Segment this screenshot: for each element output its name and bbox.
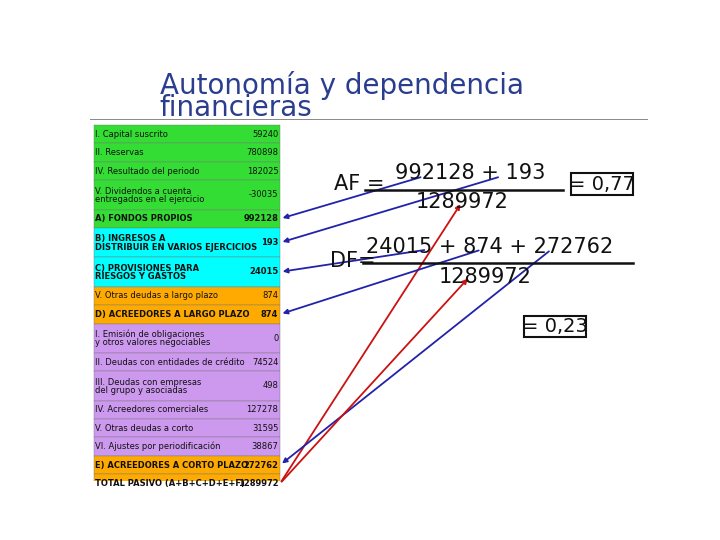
FancyBboxPatch shape xyxy=(94,228,280,257)
Text: I. Capital suscrito: I. Capital suscrito xyxy=(96,130,168,139)
Text: VI. Ajustes por periodificación: VI. Ajustes por periodificación xyxy=(96,442,221,451)
Text: 0: 0 xyxy=(273,334,279,343)
Text: 1289972: 1289972 xyxy=(238,479,279,488)
Text: 992128: 992128 xyxy=(243,214,279,224)
FancyBboxPatch shape xyxy=(570,173,632,195)
FancyBboxPatch shape xyxy=(94,372,280,401)
Text: 38867: 38867 xyxy=(251,442,279,451)
FancyBboxPatch shape xyxy=(94,456,280,475)
FancyBboxPatch shape xyxy=(94,305,280,323)
Text: 874: 874 xyxy=(261,310,279,319)
Text: 992128 + 193: 992128 + 193 xyxy=(395,164,545,184)
Text: IV. Resultado del periodo: IV. Resultado del periodo xyxy=(96,166,200,176)
Text: C) PROVISIONES PARA: C) PROVISIONES PARA xyxy=(96,264,199,273)
FancyBboxPatch shape xyxy=(127,387,141,434)
FancyBboxPatch shape xyxy=(94,323,280,353)
Text: 1289972: 1289972 xyxy=(438,267,531,287)
FancyBboxPatch shape xyxy=(94,143,280,162)
Text: II. Reservas: II. Reservas xyxy=(96,148,144,157)
FancyBboxPatch shape xyxy=(101,412,127,438)
Text: DF=: DF= xyxy=(330,251,376,271)
Text: I. Emisión de obligaciones: I. Emisión de obligaciones xyxy=(96,329,205,339)
FancyBboxPatch shape xyxy=(94,475,280,493)
Text: 31595: 31595 xyxy=(252,424,279,433)
Text: TOTAL PASIVO (A+B+C+D+E+F): TOTAL PASIVO (A+B+C+D+E+F) xyxy=(96,479,246,488)
FancyBboxPatch shape xyxy=(94,125,280,143)
Text: 24015 + 874 + 272762: 24015 + 874 + 272762 xyxy=(366,237,613,256)
Text: 59240: 59240 xyxy=(252,130,279,139)
Text: Autonomía y dependencia: Autonomía y dependencia xyxy=(160,71,523,100)
Text: 182025: 182025 xyxy=(247,166,279,176)
FancyBboxPatch shape xyxy=(94,419,280,437)
Text: financieras: financieras xyxy=(160,94,312,122)
Text: V. Dividendos a cuenta: V. Dividendos a cuenta xyxy=(96,187,192,195)
Text: y otros valores negociables: y otros valores negociables xyxy=(96,338,211,347)
Text: D) ACREEDORES A LARGO PLAZO: D) ACREEDORES A LARGO PLAZO xyxy=(96,310,250,319)
Text: entregados en el ejercicio: entregados en el ejercicio xyxy=(96,195,204,204)
Text: 127278: 127278 xyxy=(246,405,279,414)
Text: 272762: 272762 xyxy=(243,461,279,470)
Text: = 0,23: = 0,23 xyxy=(522,317,588,336)
Text: 24015: 24015 xyxy=(249,267,279,276)
Text: E) ACREEDORES A CORTO PLAZO: E) ACREEDORES A CORTO PLAZO xyxy=(96,461,248,470)
Text: B) INGRESOS A: B) INGRESOS A xyxy=(96,234,166,244)
Text: RIESGOS Y GASTOS: RIESGOS Y GASTOS xyxy=(96,272,186,281)
Text: 498: 498 xyxy=(263,381,279,390)
Text: DISTRIBUIR EN VARIOS EJERCICIOS: DISTRIBUIR EN VARIOS EJERCICIOS xyxy=(96,243,258,252)
Text: 780898: 780898 xyxy=(246,148,279,157)
Text: 1289972: 1289972 xyxy=(415,192,508,212)
FancyBboxPatch shape xyxy=(94,210,280,228)
FancyBboxPatch shape xyxy=(524,316,586,338)
Text: AF =: AF = xyxy=(334,174,384,194)
FancyBboxPatch shape xyxy=(94,287,280,305)
Text: IV. Acreedores comerciales: IV. Acreedores comerciales xyxy=(96,405,209,414)
FancyBboxPatch shape xyxy=(94,437,280,456)
Text: = 0,77: = 0,77 xyxy=(569,174,634,194)
Text: V. Otras deudas a corto: V. Otras deudas a corto xyxy=(96,424,194,433)
Text: 74524: 74524 xyxy=(252,357,279,367)
FancyBboxPatch shape xyxy=(94,353,280,372)
FancyBboxPatch shape xyxy=(101,387,127,413)
FancyBboxPatch shape xyxy=(94,180,280,210)
Text: A) FONDOS PROPIOS: A) FONDOS PROPIOS xyxy=(96,214,193,224)
Text: del grupo y asociadas: del grupo y asociadas xyxy=(96,386,188,395)
Text: III. Deudas con empresas: III. Deudas con empresas xyxy=(96,377,202,387)
Text: II. Deudas con entidades de crédito: II. Deudas con entidades de crédito xyxy=(96,357,245,367)
Text: -30035: -30035 xyxy=(249,191,279,199)
Text: 874: 874 xyxy=(262,291,279,300)
Text: V. Otras deudas a largo plazo: V. Otras deudas a largo plazo xyxy=(96,291,218,300)
FancyBboxPatch shape xyxy=(94,257,280,287)
Text: 193: 193 xyxy=(261,238,279,247)
FancyBboxPatch shape xyxy=(94,162,280,180)
FancyBboxPatch shape xyxy=(94,401,280,419)
